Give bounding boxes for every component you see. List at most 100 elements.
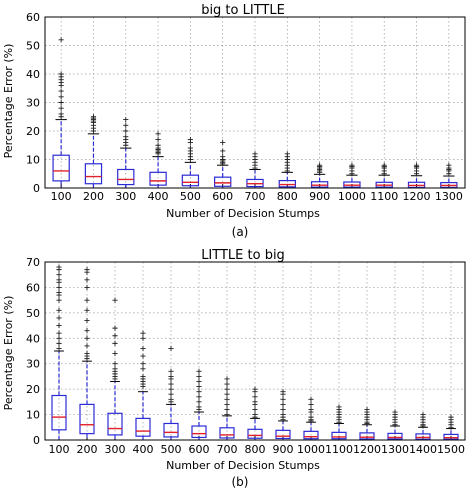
outlier-point (280, 396, 286, 402)
outlier-point (196, 384, 202, 390)
outlier-point (308, 401, 314, 407)
box-iqr (181, 174, 200, 187)
x-tick-label: 200 (77, 443, 98, 456)
outlier-point (84, 307, 90, 313)
box-1000 (343, 162, 361, 189)
x-tick-label: 600 (212, 190, 233, 203)
outlier-point (112, 325, 118, 331)
x-tick-label: 900 (273, 443, 294, 456)
outlier-point (58, 37, 64, 43)
box-iqr (191, 425, 207, 439)
x-tick-label: 800 (245, 443, 266, 456)
box-iqr (107, 412, 123, 436)
outlier-point (280, 406, 286, 413)
x-tick-label: 300 (115, 190, 136, 203)
x-axis-label-a: Number of Decision Stumps (166, 207, 320, 220)
y-tick-label: 0 (33, 182, 40, 195)
outlier-point (349, 162, 355, 168)
outlier-point (413, 162, 420, 168)
outlier-point (112, 350, 118, 357)
box-400 (149, 131, 167, 189)
box-1400 (415, 411, 431, 441)
outlier-point (220, 139, 226, 145)
box-iqr (163, 422, 179, 438)
box-iqr (84, 163, 103, 185)
box-iqr (415, 433, 431, 440)
outlier-point (56, 330, 62, 336)
x-tick-label: 100 (49, 443, 70, 456)
outlier-point (56, 335, 62, 341)
outlier-point (155, 136, 161, 143)
outlier-point (123, 117, 129, 123)
outlier-point (224, 381, 230, 387)
outlier-point (317, 162, 323, 168)
x-tick-label: 1200 (403, 190, 431, 203)
outlier-point (112, 361, 118, 367)
outlier-point (224, 391, 230, 397)
outlier-point (280, 411, 286, 418)
box-1200 (407, 162, 426, 189)
outlier-point (84, 267, 90, 273)
plot-area-a: 0 10 20 30 40 50 60 100 200 300 400 500 600 700 800 900… (26, 11, 466, 203)
outlier-point (168, 381, 174, 387)
y-axis-label-a: Percentage Error (%) (2, 44, 15, 159)
box-300 (117, 117, 135, 189)
y-tick-label: 20 (26, 383, 40, 396)
outlier-point (224, 376, 230, 382)
outlier-point (446, 162, 452, 168)
box-100 (51, 264, 67, 441)
x-tick-label: 500 (180, 190, 201, 203)
outlier-point (196, 404, 202, 410)
x-tick-label: 1300 (435, 190, 463, 203)
y-tick-label: 50 (26, 40, 40, 53)
box-iqr (51, 394, 67, 431)
box-iqr (246, 178, 264, 188)
x-tick-label: 400 (133, 443, 154, 456)
outlier-point (196, 389, 202, 395)
outlier-point (168, 373, 174, 380)
outlier-point (140, 353, 146, 359)
chart-panel-a: big to LITTLE 0 10 20 30 40 50 60 100 200 300 400 5… (2, 3, 466, 239)
caption-a: (a) (232, 225, 249, 239)
outlier-point (252, 411, 258, 418)
y-tick-label: 10 (26, 409, 40, 422)
box-iqr (247, 428, 263, 439)
outlier-point (252, 394, 258, 400)
outlier-point (187, 136, 193, 143)
x-tick-label: 1300 (381, 443, 409, 456)
outlier-point (112, 366, 118, 372)
x-tick-label: 800 (277, 190, 298, 203)
outlier-point (140, 361, 146, 367)
outlier-point (140, 335, 146, 341)
outlier-point (58, 71, 64, 77)
outlier-point (168, 368, 174, 374)
x-tick-label: 900 (309, 190, 330, 203)
outlier-point (84, 335, 90, 341)
box-800 (247, 386, 263, 441)
x-tick-label: 700 (217, 443, 238, 456)
x-tick-label: 1000 (338, 190, 366, 203)
outlier-point (58, 111, 64, 117)
caption-b: (b) (232, 475, 249, 489)
outlier-point (56, 340, 62, 346)
outlier-point (112, 340, 118, 346)
outlier-point (252, 406, 258, 413)
box-400 (135, 330, 151, 441)
box-iqr (359, 432, 375, 440)
x-tick-label: 1200 (353, 443, 381, 456)
x-tick-label: 500 (161, 443, 182, 456)
chart-title-b: LITTLE to big (201, 248, 285, 263)
y-tick-label: 30 (26, 97, 40, 110)
box-500 (163, 345, 179, 441)
x-tick-label: 400 (148, 190, 169, 203)
outlier-point (336, 404, 342, 410)
outlier-point (392, 409, 398, 415)
outlier-point (84, 343, 90, 349)
y-tick-label: 70 (26, 256, 40, 269)
box-iqr (117, 168, 135, 186)
outlier-point (140, 373, 146, 380)
outlier-point (123, 122, 129, 128)
outlier-point (224, 411, 230, 418)
axes-frame (44, 261, 466, 441)
outlier-point (123, 134, 129, 140)
